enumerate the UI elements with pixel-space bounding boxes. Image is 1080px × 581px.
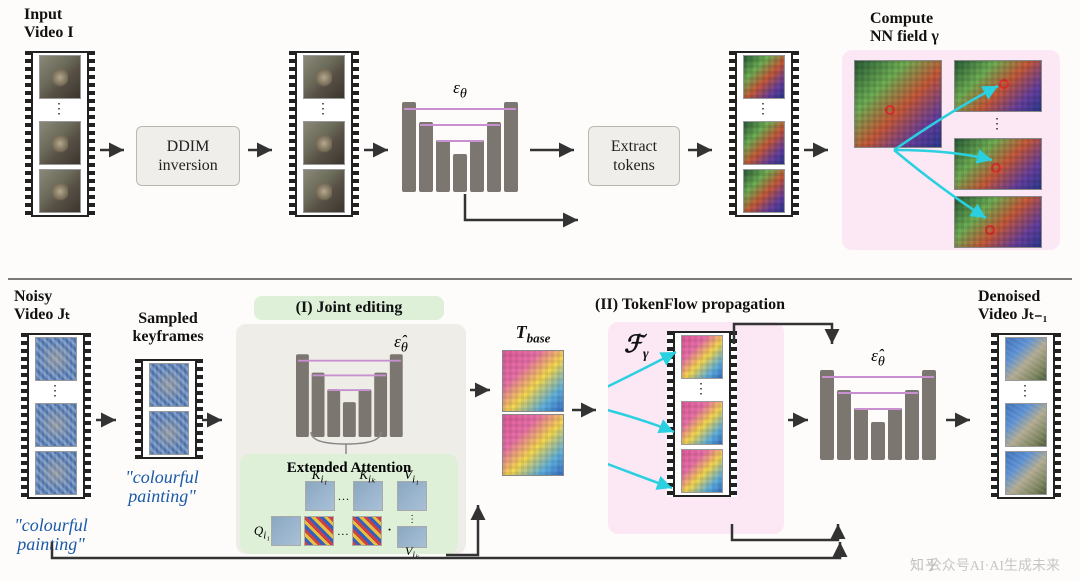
noisy-frame — [35, 451, 77, 495]
arrow-icon — [246, 140, 280, 160]
arrow-icon — [570, 400, 604, 420]
denoised-frame — [1005, 403, 1047, 447]
tbase-tile — [502, 414, 564, 476]
sampled-keyframes-label: Sampled keyframes — [118, 310, 218, 347]
token-frame — [743, 169, 785, 213]
keyframe — [149, 411, 189, 455]
inv-frame — [303, 55, 345, 99]
arrow-icon — [94, 410, 124, 430]
compute-nn-label: Compute NN field γ — [870, 10, 939, 47]
joint-editing-panel: ε̂θ Extended Attention Ki₁ … Kiₖ Vi₁ Qi₁ — [236, 324, 466, 554]
nn-field-panel: ⋮ — [842, 50, 1060, 250]
arrow-icon — [944, 410, 978, 430]
input-frame — [39, 169, 81, 213]
input-video-strip: ⋮ — [25, 51, 95, 217]
arrow-icon — [98, 140, 132, 160]
arrow-icon — [362, 140, 396, 160]
unet-decode: ε̂θ — [820, 348, 936, 460]
tbase-label: Tbase — [498, 322, 568, 347]
token-frame — [743, 55, 785, 99]
noisy-video-label: Noisy Video Jₜ — [14, 288, 70, 325]
ddim-box: DDIM inversion — [136, 126, 240, 186]
inverted-video-strip: ⋮ — [289, 51, 359, 217]
loop-arrow — [410, 192, 590, 242]
inv-frame — [303, 121, 345, 165]
attn-v: Vi₁ — [397, 481, 427, 511]
arrow-icon — [200, 410, 230, 430]
token-strip: ⋮ — [729, 51, 799, 217]
prompt-caption-2: "colourful painting" — [112, 468, 212, 506]
arrow-icon — [802, 140, 836, 160]
denoised-frame — [1005, 451, 1047, 495]
watermark-wechat: 公众号AI·AI生成未来 — [928, 555, 1060, 575]
attn-k: Ki₁ — [305, 481, 335, 511]
keyframe — [149, 363, 189, 407]
denoised-frame — [1005, 337, 1047, 381]
divider — [8, 278, 1072, 280]
long-arrow — [50, 540, 850, 570]
extended-attention-panel: Extended Attention Ki₁ … Kiₖ Vi₁ Qi₁ … ·… — [240, 454, 458, 554]
input-frame — [39, 55, 81, 99]
tbase-tiles — [500, 348, 566, 478]
unet-top: εθ — [402, 80, 518, 192]
arrow-icon — [786, 410, 816, 430]
tokenflow-title: (II) TokenFlow propagation — [560, 296, 820, 314]
token-frame — [743, 121, 785, 165]
noisy-video-strip: ⋮ — [21, 333, 91, 499]
noisy-frame — [35, 403, 77, 447]
joint-editing-title: (I) Joint editing — [254, 296, 444, 320]
extract-tokens-box: Extract tokens — [588, 126, 680, 186]
input-frame — [39, 121, 81, 165]
inv-frame — [303, 169, 345, 213]
arrow-icon — [686, 140, 720, 160]
arrow-icon — [528, 140, 582, 160]
arrow-icon — [468, 380, 498, 400]
nn-arrows — [842, 50, 1060, 250]
input-video-label: Input Video I — [24, 6, 74, 43]
denoised-strip: ⋮ — [991, 333, 1061, 499]
noisy-frame — [35, 337, 77, 381]
attn-k: Kiₖ — [353, 481, 383, 511]
denoised-label: Denoised Video Jₜ₋₁ — [978, 288, 1047, 325]
keyframes-strip — [135, 359, 203, 459]
ellipsis: ⋮ — [39, 101, 81, 119]
tbase-tile — [502, 350, 564, 412]
